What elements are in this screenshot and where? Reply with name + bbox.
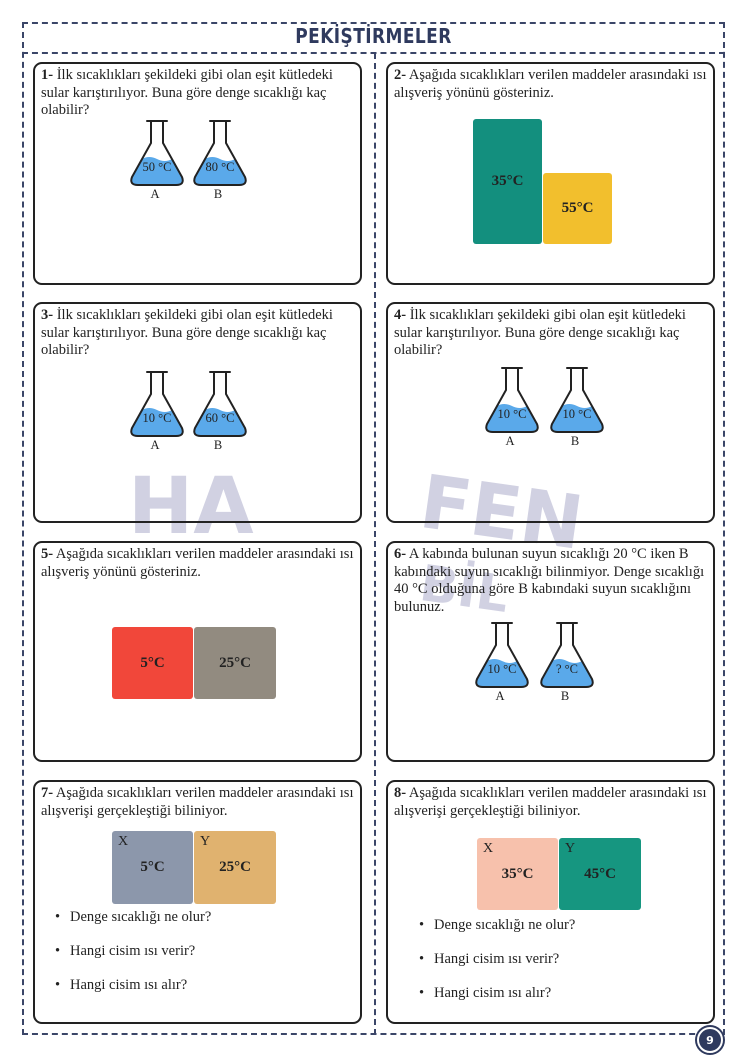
flask-temperature: 10 °C [497,407,527,421]
block-temperature: 35°C [491,173,524,189]
flask: 60 °C B [190,368,250,454]
flask-icon [485,367,539,433]
temperature-block: 35°C X [477,838,558,910]
flask-label: B [213,438,223,452]
flask-icon [130,371,184,437]
flask: ? °C B [537,619,597,705]
question-body: Aşağıda sıcaklıkları verilen maddeler ar… [394,67,707,101]
question-body: Aşağıda sıcaklıkları verilen maddeler ar… [41,546,354,580]
bullet-item: Hangi cisim ısı alır? [419,985,551,1002]
flask: 80 °C B [190,117,250,203]
question-text: 8- Aşağıda sıcaklıkları verilen maddeler… [394,785,710,820]
question-box: 5- Aşağıda sıcaklıkları verilen maddeler… [33,541,362,762]
flask: 50 °C A [127,117,187,203]
question-box: 2- Aşağıda sıcaklıkları verilen maddeler… [386,62,715,285]
question-text: 3- İlk sıcaklıkları şekildeki gibi olan … [41,307,357,360]
question-number: 5- [41,546,54,562]
flask-label: B [213,187,223,201]
flask-temperature: ? °C [555,662,578,676]
temperature-block: 35°C [473,119,542,244]
flask-icon [193,371,247,437]
question-box: 4- İlk sıcaklıkları şekildeki gibi olan … [386,302,715,523]
block-name: Y [565,841,576,856]
block-name: Y [200,834,211,849]
flask-label: A [505,434,515,448]
bullet-item: Denge sıcaklığı ne olur? [419,917,575,934]
question-box: 1- İlk sıcaklıkları şekildeki gibi olan … [33,62,362,285]
temperature-block: 45°C Y [559,838,641,910]
bullet-item: Hangi cisim ısı alır? [55,977,187,994]
flask-label: B [570,434,580,448]
question-text: 5- Aşağıda sıcaklıkları verilen maddeler… [41,546,357,581]
flask-icon [130,120,184,186]
question-text: 4- İlk sıcaklıkları şekildeki gibi olan … [394,307,710,360]
block-temperature: 45°C [584,865,616,882]
block-temperature: 25°C [219,654,251,671]
flask-label: A [150,438,160,452]
question-body: İlk sıcaklıkları şekildeki gibi olan eşi… [394,307,686,358]
question-text: 2- Aşağıda sıcaklıkları verilen maddeler… [394,67,710,102]
question-box: 3- İlk sıcaklıkları şekildeki gibi olan … [33,302,362,523]
flask-temperature: 10 °C [487,662,517,676]
temperature-block: 25°C Y [194,831,276,904]
question-number: 1- [41,67,54,83]
block-name: X [118,834,129,849]
flask-temperature: 60 °C [205,411,235,425]
question-box: 7- Aşağıda sıcaklıkları verilen maddeler… [33,780,362,1024]
question-body: İlk sıcaklıkları şekildeki gibi olan eşi… [41,67,333,118]
flask: 10 °C A [127,368,187,454]
question-body: İlk sıcaklıkları şekildeki gibi olan eşi… [41,307,333,358]
question-number: 4- [394,307,407,323]
block-name: X [483,841,494,856]
block-temperature: 55°C [561,200,594,216]
question-body: Aşağıda sıcaklıkları verilen maddeler ar… [41,785,354,819]
bullet-item: Hangi cisim ısı verir? [55,943,195,960]
question-text: 1- İlk sıcaklıkları şekildeki gibi olan … [41,67,357,120]
bullet-item: Denge sıcaklığı ne olur? [55,909,211,926]
question-body: Aşağıda sıcaklıkları verilen maddeler ar… [394,785,707,819]
flask-label: A [150,187,160,201]
question-body: A kabında bulunan suyun sıcaklığı 20 °C … [394,546,705,615]
flask-temperature: 10 °C [562,407,592,421]
question-number: 2- [394,67,407,83]
temperature-block: 5°C X [112,831,193,904]
watermark: HA [128,462,254,552]
flask: 10 °C B [547,364,607,450]
flask-label: A [495,689,505,703]
flask-icon [475,622,529,688]
question-number: 3- [41,307,54,323]
temperature-block: 25°C [194,627,276,699]
flask: 10 °C A [472,619,532,705]
flask: 10 °C A [482,364,542,450]
flask-icon [193,120,247,186]
block-temperature: 35°C [501,865,534,882]
block-temperature: 5°C [140,654,165,671]
column-divider [374,53,376,1035]
question-text: 6- A kabında bulunan suyun sıcaklığı 20 … [394,546,710,616]
flask-temperature: 80 °C [205,160,235,174]
page-number: 9 [697,1027,723,1053]
question-box: 6- A kabında bulunan suyun sıcaklığı 20 … [386,541,715,762]
question-text: 7- Aşağıda sıcaklıkları verilen maddeler… [41,785,357,820]
title-divider [22,52,725,54]
flask-icon [540,622,594,688]
question-number: 6- [394,546,407,562]
question-number: 8- [394,785,407,801]
question-number: 7- [41,785,54,801]
temperature-block: 5°C [112,627,193,699]
flask-temperature: 50 °C [142,160,172,174]
question-box: 8- Aşağıda sıcaklıkları verilen maddeler… [386,780,715,1024]
block-temperature: 25°C [219,859,251,875]
page-frame [22,22,725,1035]
bullet-item: Hangi cisim ısı verir? [419,951,559,968]
flask-label: B [560,689,570,703]
flask-icon [550,367,604,433]
block-temperature: 5°C [140,859,165,875]
page-title: PEKİŞTİRMELER [295,24,452,48]
temperature-block: 55°C [543,173,612,244]
flask-temperature: 10 °C [142,411,172,425]
